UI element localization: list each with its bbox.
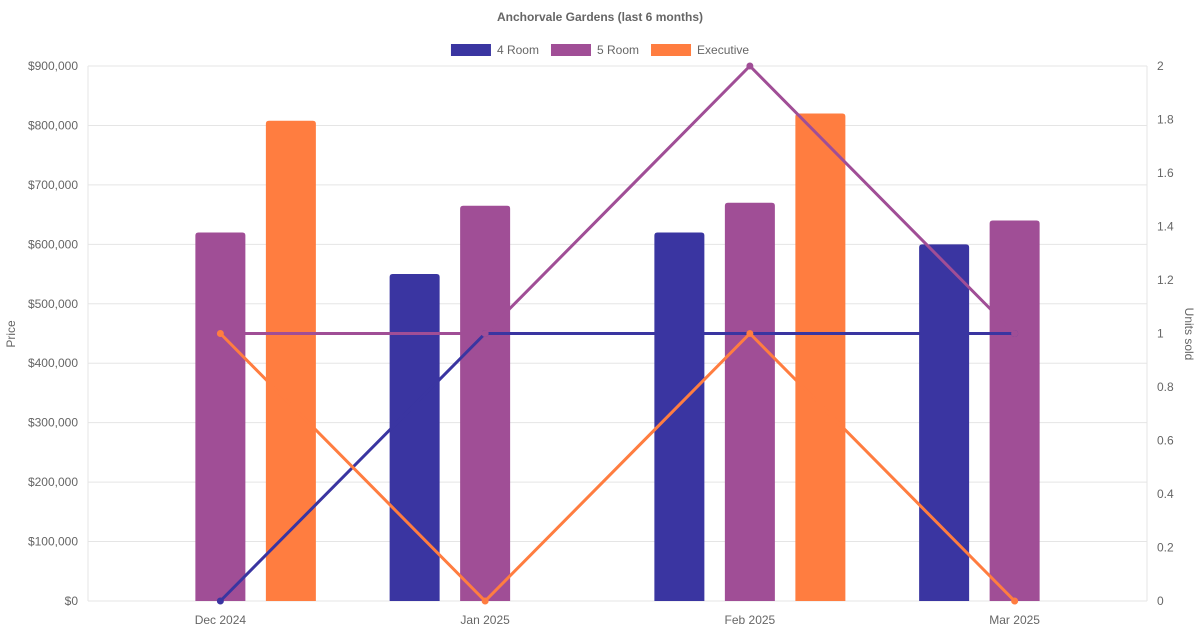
- right-axis-ticks: 0 0.2 0.4 0.6 0.8 1 1.2 1.4 1.6 1.8 2: [1157, 59, 1174, 608]
- legend-swatch-5-room[interactable]: [550, 44, 591, 56]
- legend-swatch-executive[interactable]: [651, 44, 692, 56]
- left-tick-label: $200,000: [28, 475, 78, 489]
- left-tick-label: $500,000: [28, 297, 78, 311]
- chart-title: Anchorvale Gardens (last 6 months): [497, 10, 703, 24]
- x-tick-label: Dec 2024: [195, 613, 247, 627]
- bar-5-room: [195, 232, 246, 601]
- left-axis-title: Price: [4, 320, 18, 348]
- x-tick-label: Feb 2025: [725, 613, 776, 627]
- bar-executive: [795, 113, 846, 602]
- left-tick-label: $600,000: [28, 237, 78, 251]
- bar-5-room: [460, 205, 511, 601]
- right-tick-label: 1.2: [1157, 273, 1174, 287]
- left-tick-label: $300,000: [28, 416, 78, 430]
- right-tick-label: 0.4: [1157, 487, 1174, 501]
- gridlines: [87, 65, 1148, 602]
- line-executive: [219, 331, 1016, 604]
- line-5-room: [220, 63, 1016, 335]
- left-tick-label: $0: [65, 594, 79, 608]
- right-tick-label: 2: [1157, 59, 1164, 73]
- point-5-room: [1011, 330, 1019, 337]
- x-tick-label: Jan 2025: [460, 613, 510, 627]
- point-5-room: [481, 330, 489, 337]
- left-tick-label: $900,000: [28, 59, 78, 73]
- legend-swatch-4-room[interactable]: [450, 44, 491, 56]
- x-tick-label: Mar 2025: [989, 613, 1040, 627]
- right-tick-label: 1.8: [1157, 113, 1174, 127]
- right-tick-label: 0.6: [1157, 434, 1174, 448]
- point-executive: [1011, 597, 1019, 605]
- left-tick-label: $800,000: [28, 118, 78, 132]
- left-tick-label: $700,000: [28, 178, 78, 192]
- legend: 4 Room 5 Room Executive: [450, 43, 749, 57]
- legend-label[interactable]: 4 Room: [497, 43, 539, 57]
- point-executive: [746, 330, 754, 337]
- point-executive: [481, 597, 489, 605]
- right-tick-label: 1.6: [1157, 166, 1174, 180]
- bar-5-room: [989, 220, 1040, 602]
- point-5-room: [746, 62, 754, 70]
- right-tick-label: 0.2: [1157, 541, 1174, 555]
- bars: [195, 113, 1040, 602]
- bar-4-room: [389, 274, 440, 601]
- right-tick-label: 0.8: [1157, 380, 1174, 394]
- point-executive: [216, 330, 224, 337]
- bar-4-room: [654, 232, 705, 601]
- left-tick-label: $400,000: [28, 356, 78, 370]
- left-axis-ticks: $0 $100,000 $200,000 $300,000 $400,000 $500,0…: [28, 59, 78, 608]
- right-tick-label: 0: [1157, 594, 1164, 608]
- right-tick-label: 1: [1157, 327, 1164, 341]
- left-tick-label: $100,000: [28, 535, 78, 549]
- lines: [216, 62, 1019, 605]
- point-4-room: [216, 597, 224, 605]
- x-axis-ticks: Dec 2024 Jan 2025 Feb 2025 Mar 2025: [195, 613, 1041, 627]
- legend-label[interactable]: Executive: [697, 43, 749, 57]
- legend-label[interactable]: 5 Room: [597, 43, 639, 57]
- right-tick-label: 1.4: [1157, 220, 1174, 234]
- bar-executive: [265, 120, 316, 601]
- bar-5-room: [724, 202, 775, 601]
- right-axis-title: Units sold: [1182, 308, 1196, 361]
